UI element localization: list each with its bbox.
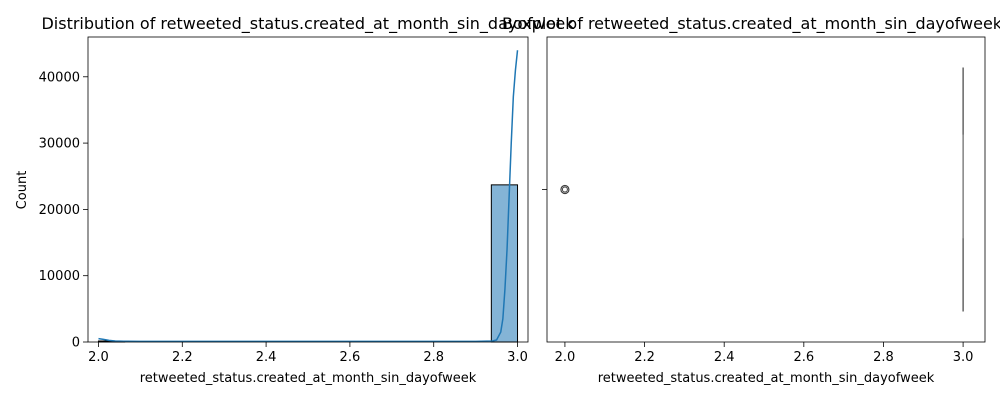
histogram-x-tick-label: 3.0 xyxy=(507,350,528,365)
histogram-y-tick-label: 20000 xyxy=(39,203,80,218)
boxplot-title: Boxplot of retweeted_status.created_at_m… xyxy=(502,14,1000,34)
histogram-x-tick-label: 2.2 xyxy=(172,350,193,365)
histogram-y-tick-label: 0 xyxy=(72,336,80,351)
boxplot-panel: 2.0 2.2 2.4 2.6 2.8 3.0 Boxplot of retweeted_… xyxy=(502,14,1000,386)
boxplot-outlier xyxy=(560,184,570,195)
boxplot-x-ticks: 2.0 2.2 2.4 2.6 2.8 3.0 xyxy=(555,342,974,365)
histogram-y-tick-label: 10000 xyxy=(39,269,80,284)
boxplot-x-tick-label: 2.2 xyxy=(634,350,655,365)
boxplot-x-label: retweeted_status.created_at_month_sin_da… xyxy=(598,371,935,386)
histogram-x-tick-label: 2.6 xyxy=(340,350,361,365)
boxplot-x-tick-label: 3.0 xyxy=(953,350,974,365)
boxplot-x-tick-label: 2.4 xyxy=(714,350,735,365)
histogram-x-tick-label: 2.8 xyxy=(423,350,444,365)
histogram-bar xyxy=(490,184,519,343)
boxplot-x-tick-label: 2.0 xyxy=(555,350,576,365)
histogram-y-tick-label: 40000 xyxy=(39,70,80,85)
histogram-title: Distribution of retweeted_status.created… xyxy=(41,14,575,34)
histogram-y-tick-label: 30000 xyxy=(39,137,80,152)
histogram-x-label: retweeted_status.created_at_month_sin_da… xyxy=(140,371,477,386)
histogram-x-tick-label: 2.4 xyxy=(256,350,277,365)
histogram-x-ticks: 2.0 2.2 2.4 2.6 2.8 3.0 xyxy=(88,342,528,365)
boxplot-axes-frame xyxy=(546,36,986,343)
histogram-y-label: Count xyxy=(15,171,30,210)
kde-curve xyxy=(98,50,519,343)
boxplot-outlier-inner xyxy=(561,186,568,193)
histogram-panel: 2.0 2.2 2.4 2.6 2.8 3.0 0 10000 20000 30000 40000… xyxy=(15,14,575,386)
boxplot-marks xyxy=(560,67,964,312)
histogram-axes-frame xyxy=(87,36,529,343)
histogram-x-tick-label: 2.0 xyxy=(88,350,109,365)
histogram-y-ticks: 0 10000 20000 30000 40000 xyxy=(39,70,88,351)
boxplot-x-tick-label: 2.6 xyxy=(793,350,814,365)
histogram-marks xyxy=(97,184,519,343)
boxplot-x-tick-label: 2.8 xyxy=(873,350,894,365)
